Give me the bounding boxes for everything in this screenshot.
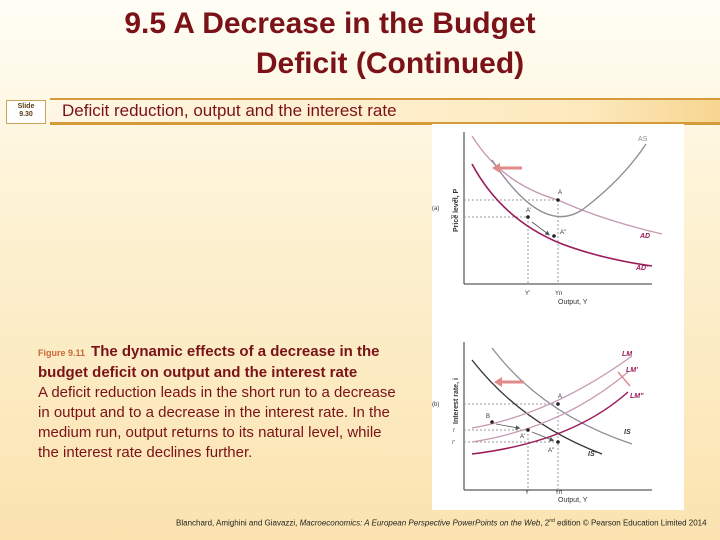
label-a: A	[558, 190, 562, 196]
label-a-b: A	[558, 394, 562, 400]
footer-rest: edition © Pearson Education Limited 2014	[554, 518, 707, 528]
label-lm2: LM''	[630, 393, 644, 400]
tick-yn-a: Yn	[555, 291, 562, 297]
tick-y1-a: Y'	[525, 291, 530, 297]
slide-subtitle: Deficit reduction, output and the intere…	[62, 101, 397, 120]
footer-credit: Blanchard, Amighini and Giavazzi, Macroe…	[176, 518, 707, 528]
as-curve	[491, 143, 647, 218]
point-a1-b	[526, 428, 530, 432]
panel-b-adjust-arrow-2	[531, 431, 555, 442]
tick-i1: i'	[453, 428, 455, 434]
label-ad: AD	[639, 233, 650, 240]
slide-label: Slide	[17, 103, 35, 110]
panel-b-tag: (b)	[432, 402, 439, 408]
point-a-b	[556, 402, 560, 406]
is-prime-curve	[471, 359, 603, 455]
figure-caption: Figure 9.11 The dynamic effects of a decr…	[38, 342, 398, 463]
footer-authors: Blanchard, Amighini and Giavazzi,	[176, 518, 300, 528]
tick-i: i	[454, 402, 455, 408]
tick-y1-b: Y'	[525, 490, 530, 496]
caption-title: The dynamic effects of a decrease in the…	[38, 343, 380, 381]
panel-a: (a) Price level, P Output, Y A	[432, 132, 663, 306]
slide-number-badge: Slide 9.30	[6, 100, 46, 124]
lm-curve	[471, 355, 633, 429]
label-lm1: LM'	[626, 367, 638, 374]
slide-number: 9.30	[19, 111, 33, 118]
point-b	[490, 420, 494, 424]
footer-edition-sup: nd	[549, 518, 555, 524]
is-curve	[491, 347, 633, 445]
tick-i2: i''	[452, 440, 455, 446]
footer-book: Macroeconomics: A European Perspective P…	[299, 518, 541, 528]
point-a2	[552, 234, 556, 238]
point-a	[556, 198, 560, 202]
tick-yn-b: Yn	[555, 490, 562, 496]
footer-edition-pre: , 2	[540, 518, 550, 528]
panel-b-xlabel: Output, Y	[558, 497, 588, 504]
point-a1	[526, 215, 530, 219]
caption-body: A deficit reduction leads in the short r…	[38, 384, 396, 461]
label-ad2: AD'	[635, 265, 648, 272]
label-a2: A''	[560, 230, 566, 236]
subtitle-bar: Deficit reduction, output and the intere…	[50, 98, 720, 125]
lm-shift-arrow	[617, 371, 631, 387]
panel-b-adjust-arrow-1	[495, 423, 521, 430]
title-line-2: Deficit (Continued)	[255, 47, 525, 80]
tick-p2: P''	[451, 215, 456, 221]
label-a1: A'	[526, 208, 531, 214]
tick-p: P	[452, 198, 456, 204]
lm-prime-curve	[471, 371, 629, 443]
label-a1-b: A'	[520, 434, 525, 440]
figure-panel: (a) Price level, P Output, Y A	[432, 124, 684, 510]
panel-a-ylabel: Price level, P	[453, 188, 460, 232]
label-is2: IS'	[588, 451, 597, 458]
label-as: AS	[638, 136, 648, 143]
label-is: IS	[624, 429, 631, 436]
figure-number: Figure 9.11	[38, 348, 86, 358]
ad-prime-curve	[471, 163, 653, 267]
label-a2-b: A''	[548, 448, 554, 454]
label-lm: LM	[622, 351, 632, 358]
lm-double-prime-curve	[471, 391, 629, 455]
slide-title: 9.5 A Decrease in the Budget Deficit (Co…	[0, 4, 720, 84]
ad-curve	[471, 135, 663, 235]
panel-a-tag: (a)	[432, 206, 439, 212]
label-b: B	[486, 414, 490, 420]
figure-svg: (a) Price level, P Output, Y A	[432, 132, 663, 504]
is-shift-arrowhead	[494, 377, 502, 387]
panel-b: (b) Interest rate, i Output, Y	[432, 342, 652, 504]
panel-b-ylabel: Interest rate, i	[453, 378, 460, 424]
panel-a-adjust-arrow	[531, 221, 550, 236]
title-line-1: 9.5 A Decrease in the Budget	[124, 7, 536, 40]
panel-a-xlabel: Output, Y	[558, 299, 588, 306]
ad-shift-arrowhead	[492, 163, 500, 173]
point-a2-b	[556, 440, 560, 444]
